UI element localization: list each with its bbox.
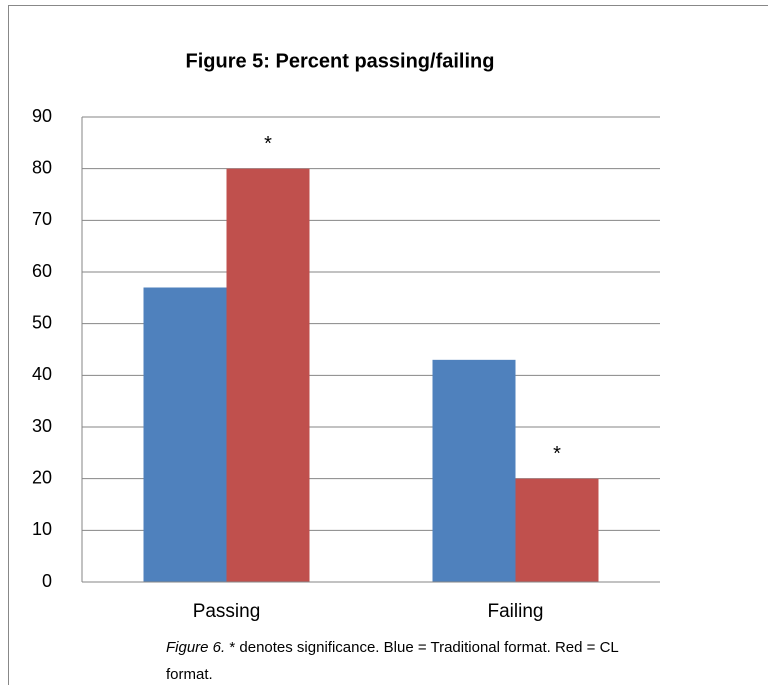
significance-marker: * bbox=[264, 133, 272, 155]
chart-frame bbox=[8, 5, 768, 685]
caption-text: * denotes significance. Blue = Tradition… bbox=[229, 639, 618, 656]
bar bbox=[432, 359, 516, 582]
y-tick-label: 10 bbox=[32, 519, 52, 539]
significance-marker: * bbox=[553, 443, 561, 465]
bar bbox=[143, 287, 227, 582]
y-tick-label: 40 bbox=[32, 364, 52, 384]
y-tick-label: 80 bbox=[32, 157, 52, 177]
y-tick-label: 60 bbox=[32, 261, 52, 281]
y-tick-label: 0 bbox=[42, 571, 52, 591]
x-tick-label: Passing bbox=[193, 601, 261, 622]
y-tick-label: 20 bbox=[32, 467, 52, 487]
y-tick-label: 30 bbox=[32, 416, 52, 436]
y-tick-label: 90 bbox=[32, 106, 52, 126]
caption: Figure 6. * denotes significance. Blue =… bbox=[166, 639, 619, 656]
y-tick-label: 70 bbox=[32, 209, 52, 229]
caption-continued: format. bbox=[166, 666, 213, 683]
chart-title: Figure 5: Percent passing/failing bbox=[186, 50, 495, 72]
x-tick-label: Failing bbox=[488, 601, 544, 622]
bar bbox=[226, 168, 310, 582]
caption-label: Figure 6. bbox=[166, 639, 225, 656]
bar bbox=[515, 478, 599, 582]
y-tick-label: 50 bbox=[32, 312, 52, 332]
